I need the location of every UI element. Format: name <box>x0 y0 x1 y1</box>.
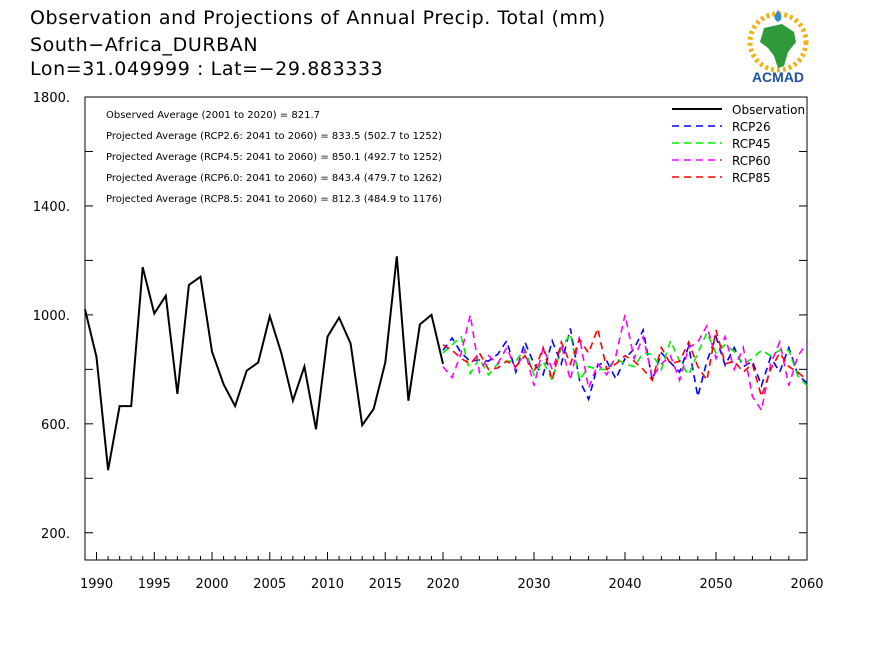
annotation-text: Projected Average (RCP2.6: 2041 to 2060)… <box>106 131 442 142</box>
x-tick-label: 1990 <box>80 577 113 592</box>
water-drop-icon <box>774 10 782 22</box>
annotation-text: Projected Average (RCP4.5: 2041 to 2060)… <box>106 152 442 163</box>
x-tick-label: 2050 <box>699 577 732 592</box>
x-tick-label: 2015 <box>369 577 402 592</box>
y-tick-label: 1800. <box>33 91 70 106</box>
y-tick-label: 200. <box>41 527 70 542</box>
series-line-rcp85 <box>442 325 808 400</box>
plot-frame <box>84 96 808 561</box>
legend-label: RCP60 <box>732 154 771 168</box>
x-tick-label: 1995 <box>138 577 171 592</box>
chart-title: Observation and Projections of Annual Pr… <box>30 7 606 29</box>
y-tick-label: 1000. <box>33 309 70 324</box>
annotation-text: Projected Average (RCP6.0: 2041 to 2060)… <box>106 173 442 184</box>
location-label: South−Africa_DURBAN <box>30 34 259 56</box>
annotation-text: Observed Average (2001 to 2020) = 821.7 <box>106 110 320 121</box>
acmad-logo: ACMAD <box>747 10 809 84</box>
y-tick-label: 1400. <box>33 200 70 215</box>
x-tick-label: 2040 <box>608 577 641 592</box>
logo-text: ACMAD <box>752 69 804 84</box>
sun-rays-icon <box>747 11 809 73</box>
legend-label: RCP45 <box>732 137 771 151</box>
x-tick-label: 2060 <box>790 577 823 592</box>
series-line-observation <box>84 256 444 471</box>
x-tick-label: 2030 <box>517 577 550 592</box>
legend-label: RCP26 <box>732 120 771 134</box>
series-line-rcp60 <box>442 314 808 413</box>
legend-label: RCP85 <box>732 171 771 185</box>
x-tick-label: 2000 <box>195 577 228 592</box>
annotation-text: Projected Average (RCP8.5: 2041 to 2060)… <box>106 194 442 205</box>
x-tick-label: 2020 <box>426 577 459 592</box>
x-tick-label: 2005 <box>253 577 286 592</box>
x-tick-label: 2010 <box>311 577 344 592</box>
coordinates-label: Lon=31.049999 : Lat=−29.883333 <box>30 58 384 80</box>
y-tick-label: 600. <box>41 418 70 433</box>
africa-map-icon <box>760 24 796 68</box>
legend-label: Observation <box>732 103 805 117</box>
